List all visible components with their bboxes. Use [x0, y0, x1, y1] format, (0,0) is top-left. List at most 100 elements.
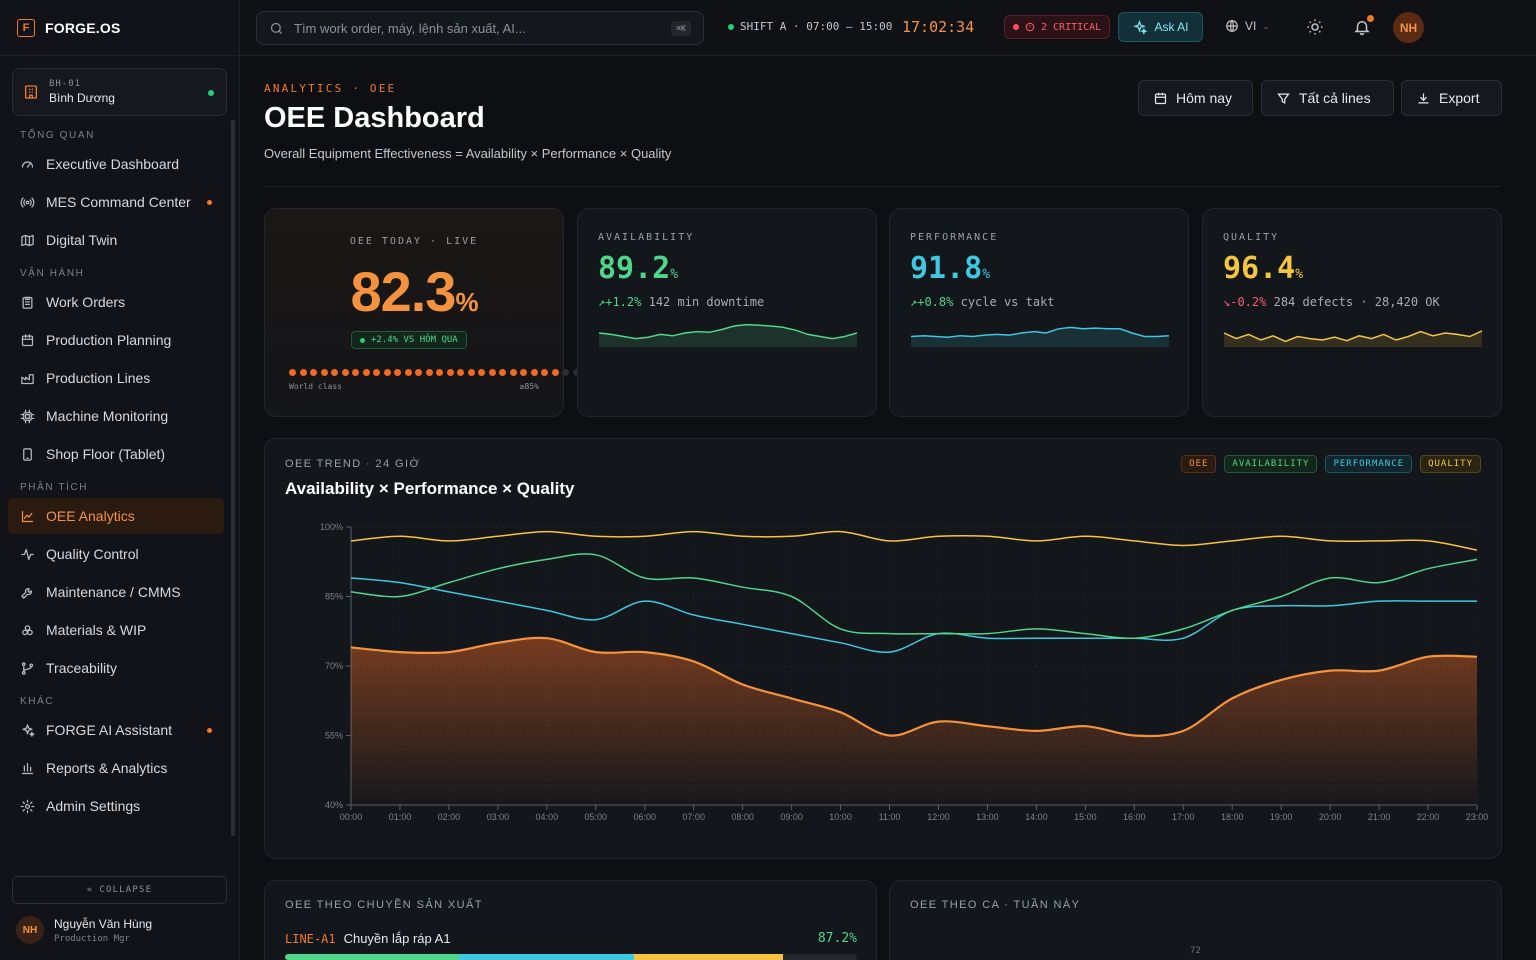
- x-tick-label: 08:00: [731, 812, 754, 822]
- brand[interactable]: F FORGE.OS: [0, 0, 239, 56]
- oee-today-unit: %: [455, 287, 478, 317]
- progress-dot: [530, 369, 538, 376]
- sidebar-item-shop-floor-tablet[interactable]: Shop Floor (Tablet): [8, 436, 224, 472]
- legend-performance[interactable]: PERFORMANCE: [1325, 455, 1413, 473]
- progress-dot: [499, 369, 506, 376]
- factory-icon: [21, 373, 34, 384]
- sidebar-item-production-lines[interactable]: Production Lines: [8, 360, 224, 396]
- sidebar-item-admin-settings[interactable]: Admin Settings: [8, 788, 224, 824]
- sidebar-item-quality-control[interactable]: Quality Control: [8, 536, 224, 572]
- collapse-button[interactable]: « COLLAPSE: [12, 876, 227, 904]
- search-input[interactable]: [294, 20, 654, 36]
- x-tick-label: 01:00: [389, 812, 412, 822]
- oee-today-label: OEE TODAY · LIVE: [349, 236, 479, 247]
- sidebar-item-label: Materials & WIP: [46, 622, 147, 638]
- kpi-trend: ↘-0.2%: [1223, 295, 1267, 309]
- progress-dot: [404, 369, 412, 376]
- x-tick-label: 07:00: [682, 812, 705, 822]
- site-selector[interactable]: BH-01 Bình Dương: [12, 68, 227, 116]
- sidebar-item-forge-ai-assistant[interactable]: FORGE AI Assistant: [8, 712, 224, 748]
- x-tick-label: 17:00: [1172, 812, 1195, 822]
- sparkline-area: [911, 327, 1169, 347]
- kpi-label: QUALITY: [1223, 232, 1280, 243]
- ask-ai-button[interactable]: Ask AI: [1118, 12, 1203, 42]
- progress-dot: [310, 369, 317, 376]
- sidebar-item-machine-monitoring[interactable]: Machine Monitoring: [8, 398, 224, 434]
- gauge-icon: [21, 160, 34, 168]
- sparkline-line: [598, 323, 858, 340]
- search-box[interactable]: ⌘K: [256, 11, 704, 45]
- kpi-label: PERFORMANCE: [910, 232, 999, 243]
- kpi-value: 91.8: [910, 251, 983, 286]
- language-selector[interactable]: VI ⌄: [1225, 19, 1270, 33]
- export-button[interactable]: Export: [1401, 80, 1502, 116]
- line-row[interactable]: LINE-A1 Chuyền lắp ráp A1 87.2%: [285, 931, 857, 960]
- progress-dot: [425, 369, 433, 376]
- kpi-sparkline: [910, 326, 1170, 347]
- progress-dot: [446, 369, 454, 376]
- series-availability-line: [350, 553, 1478, 640]
- kpi-unit: %: [1295, 267, 1304, 282]
- sidebar-item-mes-command-center[interactable]: MES Command Center: [8, 184, 224, 220]
- brand-name: FORGE.OS: [45, 19, 121, 36]
- sidebar-item-materials-wip[interactable]: Materials & WIP: [8, 612, 224, 648]
- sidebar-scrollbar[interactable]: [231, 120, 235, 836]
- legend-quality[interactable]: QUALITY: [1420, 455, 1481, 473]
- delta-dot: [360, 337, 365, 343]
- page-title: OEE Dashboard: [264, 102, 485, 134]
- search-shortcut: ⌘K: [671, 20, 691, 36]
- line-bar-segment: [633, 954, 783, 960]
- kpi-trend: ↗+0.8%: [910, 295, 954, 309]
- notification-dot: [207, 727, 212, 733]
- map-icon: [21, 234, 34, 246]
- bell-icon[interactable]: [1353, 18, 1371, 36]
- oee-by-shift-card: OEE THEO CA · TUẦN NÀY 72: [889, 880, 1502, 960]
- oee-delta-text: +2.4% VS HÔM QUA: [371, 335, 458, 345]
- sidebar-item-reports-analytics[interactable]: Reports & Analytics: [8, 750, 224, 786]
- user-avatar-button[interactable]: NH: [1393, 12, 1424, 43]
- date-filter-button[interactable]: Hôm nay: [1138, 80, 1253, 116]
- legend-oee[interactable]: OEE: [1181, 455, 1217, 473]
- kpi-value-wrap: 96.4%: [1223, 251, 1303, 286]
- kpi-value: 96.4: [1223, 251, 1296, 286]
- sidebar-item-traceability[interactable]: Traceability: [8, 650, 224, 686]
- critical-alerts-badge[interactable]: 2 CRITICAL: [1004, 15, 1111, 39]
- sidebar-item-oee-analytics[interactable]: OEE Analytics: [8, 498, 224, 534]
- sidebar-item-digital-twin[interactable]: Digital Twin: [8, 222, 224, 258]
- nav-section-title: PHÂN TÍCH: [20, 482, 89, 493]
- kpi-detail-row: ↘-0.2% 284 defects · 28,420 OK: [1223, 295, 1440, 309]
- user-profile[interactable]: NH Nguyễn Văn Hùng Production Mgr: [16, 916, 152, 944]
- by-shift-axis-tick: 72: [1190, 946, 1201, 956]
- sidebar-item-work-orders[interactable]: Work Orders: [8, 284, 224, 320]
- x-tick-label: 09:00: [780, 812, 803, 822]
- sidebar-item-label: Traceability: [46, 660, 118, 676]
- progress-dot: [341, 369, 349, 376]
- sidebar-item-maintenance-cmms[interactable]: Maintenance / CMMS: [8, 574, 224, 610]
- legend-availability[interactable]: AVAILABILITY: [1224, 455, 1318, 473]
- sidebar-item-label: Reports & Analytics: [46, 760, 168, 776]
- oee-today-value: 82.3: [350, 260, 456, 323]
- broadcast-icon: [20, 196, 35, 208]
- line-chart-icon: [21, 510, 34, 522]
- notification-dot: [1367, 15, 1374, 22]
- sidebar-item-executive-dashboard[interactable]: Executive Dashboard: [8, 146, 224, 182]
- x-tick-label: 20:00: [1319, 812, 1342, 822]
- theme-toggle-sun-icon[interactable]: [1306, 18, 1324, 36]
- progress-dot: [436, 369, 443, 376]
- oee-trend-card: OEE TREND · 24 GIỜ Availability × Perfor…: [264, 438, 1502, 859]
- line-value: 87.2%: [817, 931, 857, 946]
- avatar: NH: [16, 916, 44, 944]
- line-filter-button[interactable]: Tất cả lines: [1261, 80, 1394, 116]
- y-tick-label: 100%: [320, 522, 343, 532]
- world-class-label: World class: [289, 382, 342, 391]
- main-content: ANALYTICS · OEE OEE Dashboard Overall Eq…: [240, 56, 1536, 960]
- sidebar-item-production-planning[interactable]: Production Planning: [8, 322, 224, 358]
- x-tick-label: 23:00: [1466, 812, 1489, 822]
- shift-text: SHIFT A · 07:00 – 15:00: [740, 20, 893, 33]
- x-tick-label: 06:00: [633, 812, 656, 822]
- oee-progress-dots: [289, 369, 611, 376]
- nav-section-title: KHÁC: [20, 696, 55, 707]
- kpi-detail: 142 min downtime: [648, 295, 765, 309]
- kpi-value-wrap: 91.8%: [910, 251, 990, 286]
- sparkline-line: [1223, 330, 1483, 343]
